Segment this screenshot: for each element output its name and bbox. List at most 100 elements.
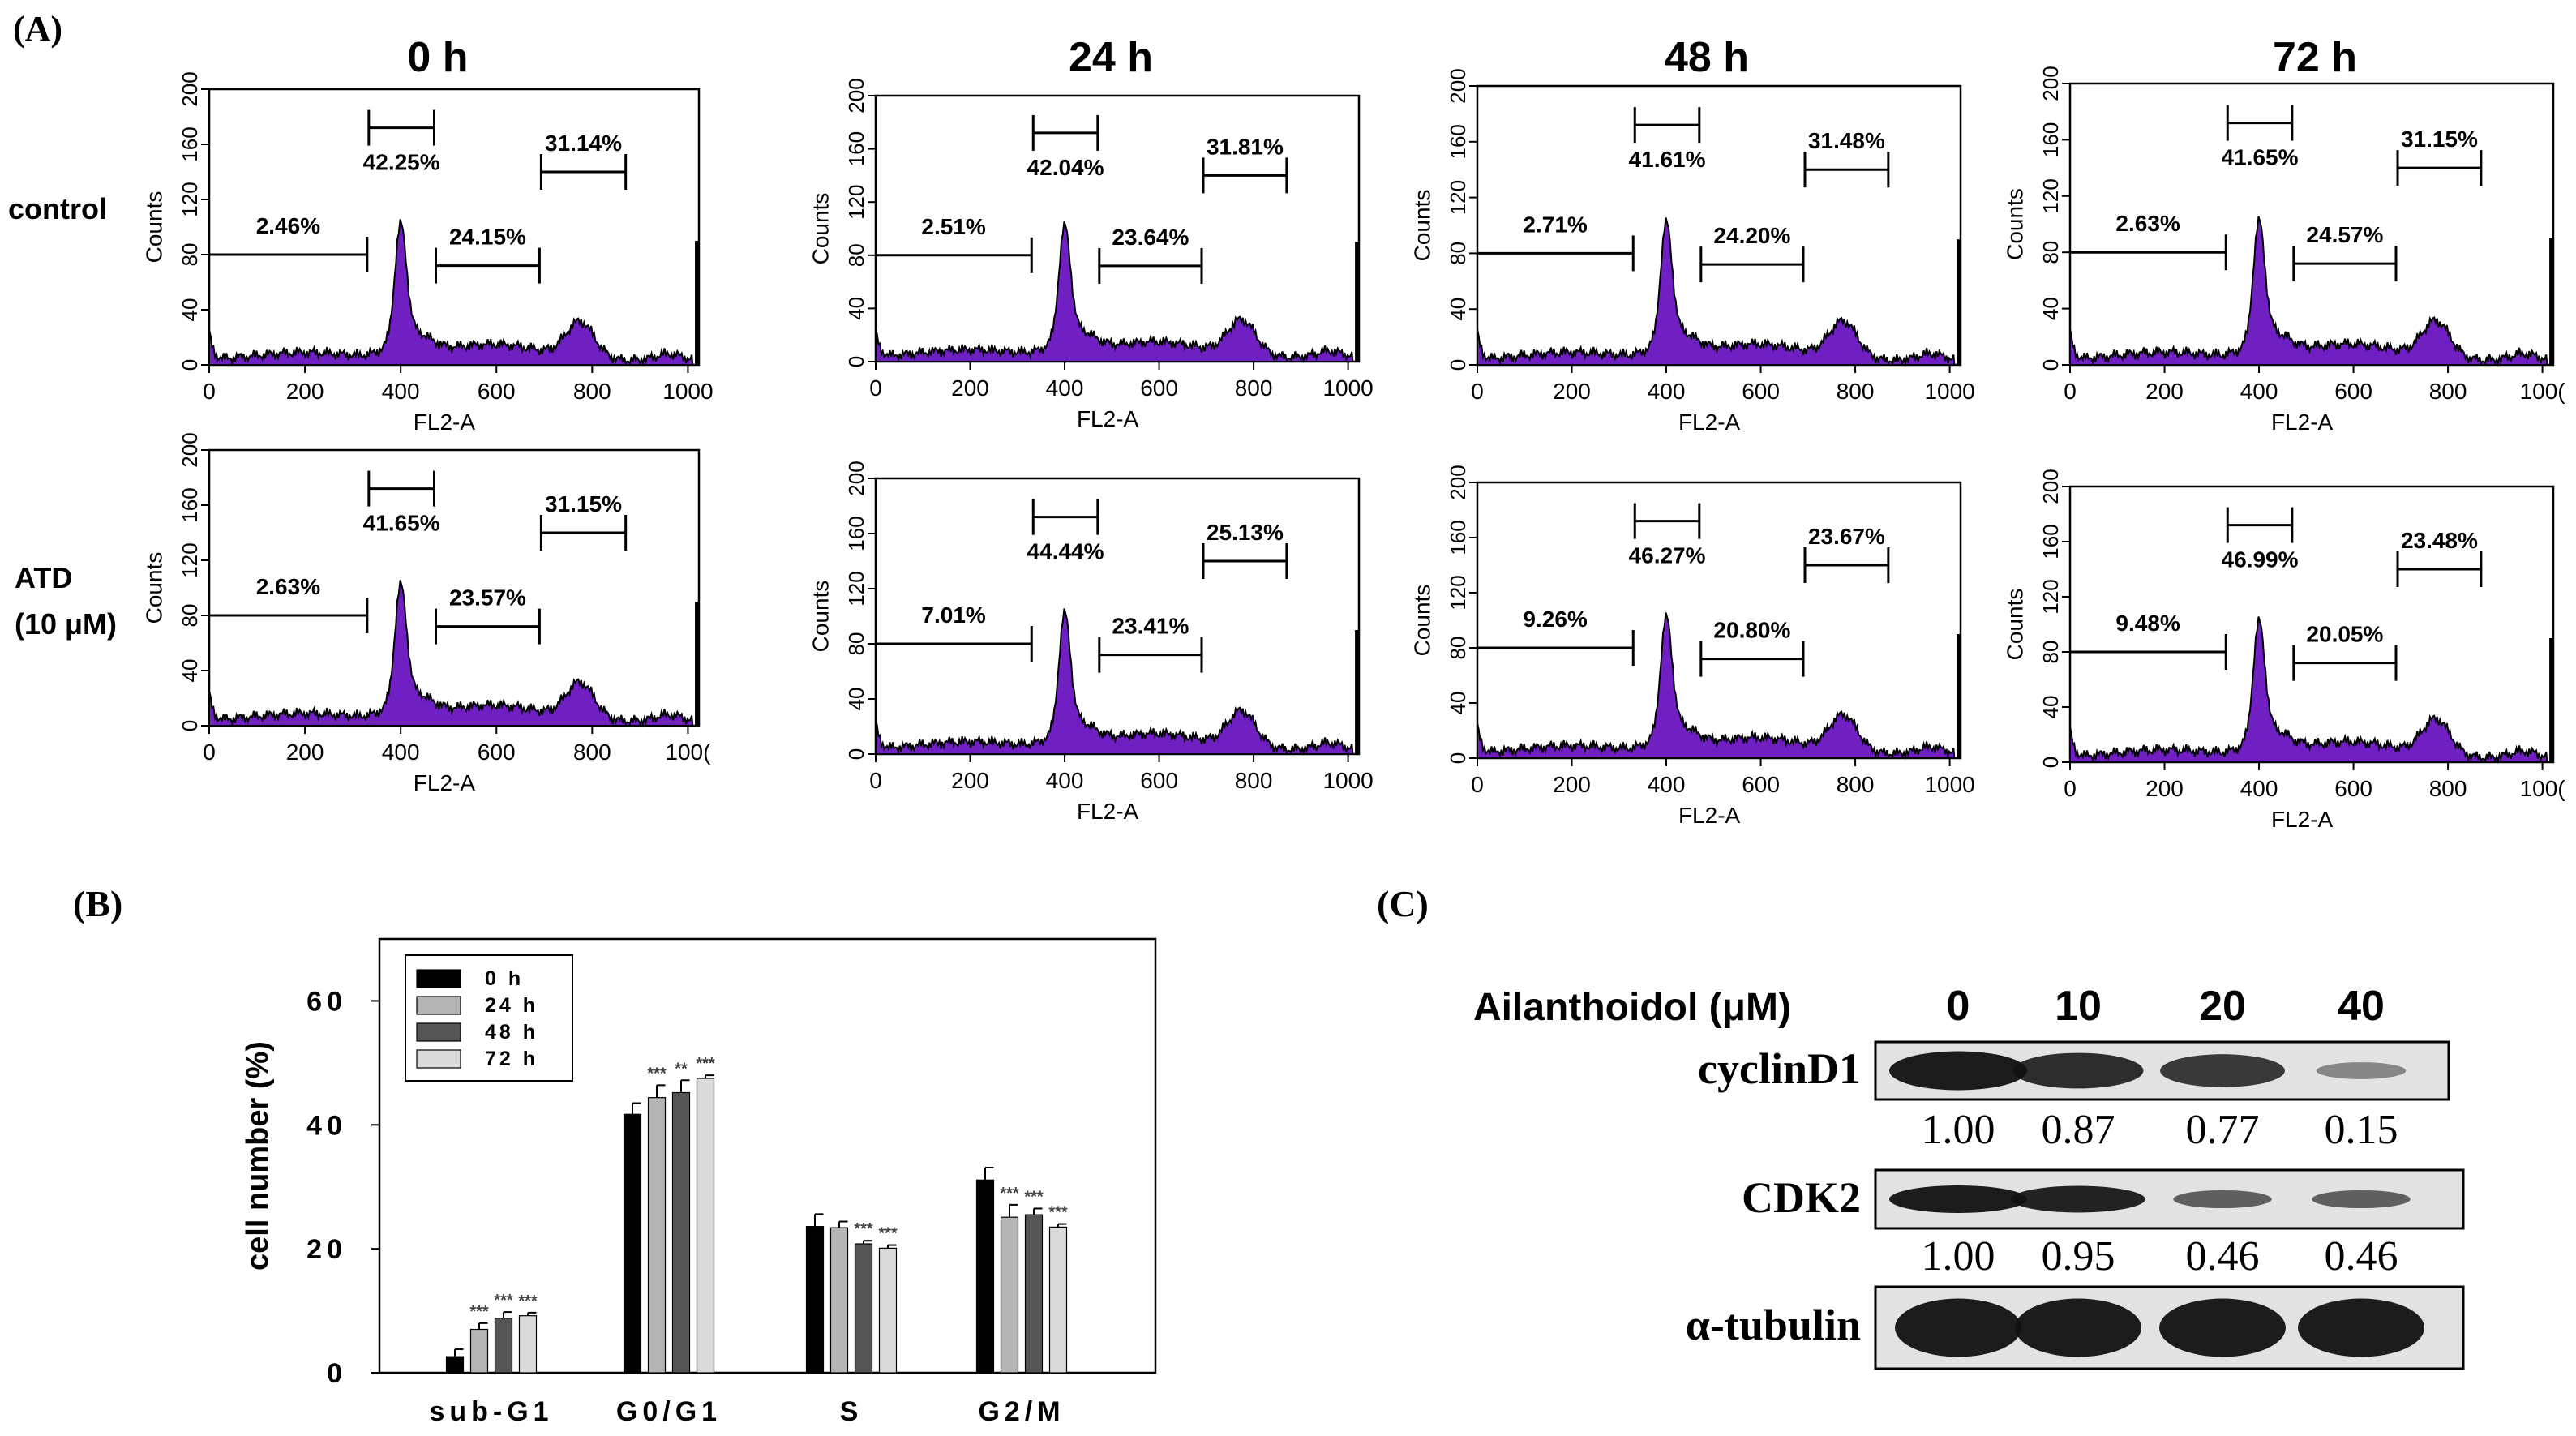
x-axis-label: FL2-A bbox=[2271, 409, 2334, 435]
y-tick-label: 160 bbox=[178, 126, 202, 161]
blot-band bbox=[2173, 1190, 2272, 1209]
bar-24h-2 bbox=[829, 1227, 849, 1374]
bar-24h-0 bbox=[469, 1328, 489, 1374]
gate-subG1-percent: 2.46% bbox=[256, 213, 320, 238]
x-axis-label: FL2-A bbox=[2271, 807, 2334, 832]
y-tick-label: 0 bbox=[1446, 359, 1470, 371]
x-tick-label: 800 bbox=[2429, 379, 2467, 404]
blot-ratio: 0.77 bbox=[2186, 1107, 2260, 1153]
legend-label: 0 h bbox=[485, 967, 524, 990]
blot-ratio: 0.87 bbox=[2042, 1107, 2115, 1153]
y-tick-label: 80 bbox=[178, 604, 202, 628]
x-tick-label: 200 bbox=[286, 739, 324, 765]
x-tick-label: 1000 bbox=[1924, 379, 1974, 404]
x-tick-label: 1000 bbox=[1322, 768, 1373, 793]
bar-0h-3 bbox=[975, 1179, 995, 1374]
blot-ratio: 1.00 bbox=[1922, 1107, 1995, 1153]
bar-significance: *** bbox=[1024, 1188, 1044, 1206]
x-tick-label: 800 bbox=[1235, 768, 1273, 793]
blot-ratio: 0.15 bbox=[2325, 1107, 2398, 1153]
gate-subG1-percent: 2.63% bbox=[2115, 211, 2180, 236]
bar-y-axis-label: cell number (%) bbox=[241, 1041, 275, 1271]
blot-band bbox=[2316, 1062, 2407, 1079]
y-tick-label: 40 bbox=[1446, 692, 1470, 715]
row-label-control: control bbox=[8, 192, 107, 225]
bar-category-label: S bbox=[840, 1396, 864, 1427]
gate-G2M-percent: 31.14% bbox=[545, 131, 622, 156]
timepoint-title: 0 h bbox=[407, 34, 468, 81]
gate-S-percent: 24.57% bbox=[2306, 222, 2383, 247]
blot-1 bbox=[1874, 1168, 2465, 1230]
y-axis-label: Counts bbox=[808, 581, 834, 653]
y-tick-label: 200 bbox=[844, 461, 868, 495]
y-tick-label: 0 bbox=[844, 356, 868, 367]
blot-band bbox=[1889, 1185, 2027, 1213]
x-axis-label: FL2-A bbox=[1678, 409, 1741, 435]
y-axis-label: Counts bbox=[1410, 190, 1435, 262]
row-label-atd-dose: (10 μM) bbox=[15, 607, 117, 641]
gate-S-percent: 23.41% bbox=[1112, 614, 1189, 639]
bar-significance: *** bbox=[469, 1303, 489, 1321]
x-tick-label: 400 bbox=[2240, 379, 2278, 404]
gate-S-percent: 24.20% bbox=[1713, 223, 1790, 248]
y-tick-label: 0 bbox=[2038, 757, 2063, 768]
panel-a-flow-cytometry: (A) 0 h 24 h 48 h 72 h control ATD (10 μM) 0 40 80… bbox=[8, 9, 2565, 832]
gate-subG1-percent: 9.48% bbox=[2115, 611, 2180, 636]
y-tick-label: 200 bbox=[178, 432, 202, 467]
row-label-atd: ATD bbox=[15, 561, 72, 594]
bar-24h-1 bbox=[647, 1097, 667, 1374]
x-axis-label: FL2-A bbox=[1077, 406, 1139, 431]
y-tick-label: 80 bbox=[844, 243, 868, 267]
y-tick-label: 0 bbox=[1446, 752, 1470, 764]
gate-subG1-percent: 2.71% bbox=[1523, 212, 1587, 237]
y-tick-label: 160 bbox=[844, 516, 868, 551]
panel-c-western-blot: (C) Ailanthoidol (μM) 0 10 20 40 cyclinD1 1.00 0… bbox=[1377, 883, 2465, 1370]
x-tick-label: 600 bbox=[1742, 772, 1780, 797]
x-tick-label: 1000 bbox=[1924, 772, 1974, 797]
timepoint-title: 72 h bbox=[2273, 34, 2357, 81]
x-tick-label: 200 bbox=[951, 768, 989, 793]
gate-subG1-percent: 2.51% bbox=[921, 214, 985, 239]
x-tick-label: 600 bbox=[478, 739, 516, 765]
timepoint-title: 24 h bbox=[1069, 34, 1153, 81]
x-tick-label: 100( bbox=[665, 739, 711, 765]
x-axis-label: FL2-A bbox=[1678, 803, 1741, 828]
blot-band bbox=[2015, 1298, 2141, 1357]
y-tick-label: 160 bbox=[2038, 122, 2063, 157]
x-tick-label: 0 bbox=[869, 375, 882, 401]
y-tick-label: 120 bbox=[1446, 575, 1470, 610]
bar-y-tick-label: 40 bbox=[306, 1110, 347, 1141]
y-axis-label: Counts bbox=[2003, 188, 2028, 260]
gate-S-percent: 23.64% bbox=[1112, 225, 1189, 250]
histogram-atd-0: 0 40 80 120 160 200 Counts 0 200 400 600 800 100(FL2… bbox=[142, 432, 712, 795]
y-axis-label: Counts bbox=[1410, 585, 1435, 657]
gate-G2M-percent: 23.67% bbox=[1808, 524, 1885, 549]
x-tick-label: 400 bbox=[1648, 772, 1686, 797]
bar-72h-0 bbox=[518, 1315, 538, 1374]
x-tick-label: 800 bbox=[1235, 375, 1273, 401]
timepoint-title: 48 h bbox=[1665, 34, 1749, 81]
y-tick-label: 160 bbox=[1446, 520, 1470, 555]
y-tick-label: 120 bbox=[1446, 180, 1470, 215]
histogram-area bbox=[1477, 612, 1956, 761]
legend-swatch-72h bbox=[416, 1049, 461, 1069]
blot-ratio: 1.00 bbox=[1922, 1233, 1995, 1280]
legend-swatch-24h bbox=[416, 996, 461, 1015]
x-tick-label: 600 bbox=[2334, 379, 2372, 404]
x-tick-label: 200 bbox=[1553, 379, 1591, 404]
bar-48h-1 bbox=[671, 1091, 691, 1374]
blot-label: α-tubulin bbox=[1686, 1301, 1861, 1349]
y-tick-label: 160 bbox=[178, 487, 202, 522]
bar-72h-1 bbox=[696, 1078, 715, 1374]
x-tick-label: 600 bbox=[1140, 768, 1178, 793]
blot-ratio: 0.95 bbox=[2042, 1233, 2115, 1280]
bar-significance: *** bbox=[647, 1065, 667, 1082]
western-header-label: Ailanthoidol (μM) bbox=[1473, 986, 1791, 1029]
gate-S-percent: 24.15% bbox=[449, 225, 526, 250]
y-tick-label: 160 bbox=[844, 131, 868, 166]
gate-subG1-percent: 2.63% bbox=[256, 574, 320, 599]
panel-label-c: (C) bbox=[1377, 883, 1429, 924]
bar-48h-0 bbox=[494, 1318, 513, 1374]
y-tick-label: 80 bbox=[844, 632, 868, 656]
